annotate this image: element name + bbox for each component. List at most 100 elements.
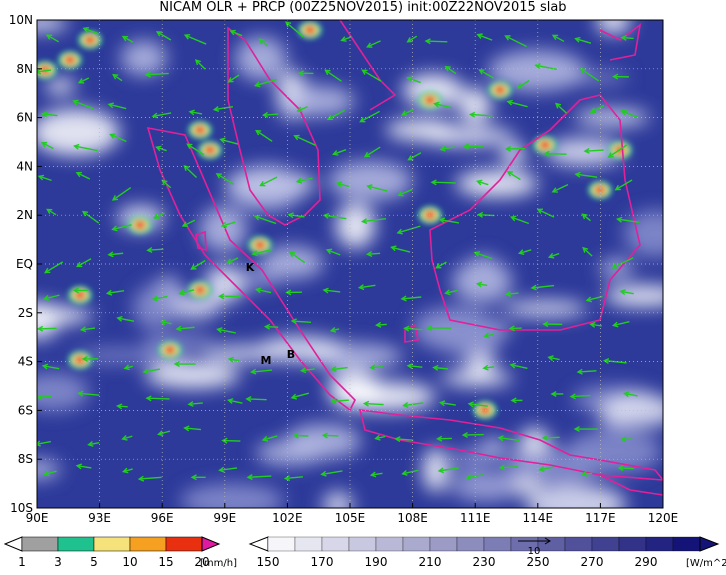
wind-arrow xyxy=(190,474,206,481)
wind-arrow xyxy=(292,432,309,439)
wind-arrow xyxy=(536,208,555,218)
legend-swatch xyxy=(456,536,485,552)
legend-swatch xyxy=(165,536,203,552)
wind-arrow xyxy=(151,295,168,302)
legend-swatch xyxy=(129,536,167,552)
wind-arrow xyxy=(218,466,238,473)
wind-arrow xyxy=(322,287,341,294)
wind-arrow xyxy=(369,471,383,478)
wind-arrow xyxy=(602,358,627,365)
wind-arrow xyxy=(467,401,488,408)
wind-arrow xyxy=(190,259,206,270)
wind-arrow xyxy=(517,249,532,256)
wind-arrow xyxy=(576,368,597,375)
wind-arrow xyxy=(504,35,527,48)
wind-vectors xyxy=(37,21,640,482)
legend-arrow xyxy=(3,536,23,552)
wind-arrow xyxy=(617,465,634,472)
cloud xyxy=(412,306,495,351)
wind-arrow xyxy=(439,145,455,152)
wind-arrow xyxy=(81,210,100,224)
cloud xyxy=(37,20,69,31)
wind-arrow xyxy=(438,217,460,224)
wind-arrow xyxy=(612,321,630,328)
lon-label: 105E xyxy=(335,511,366,525)
wind-arrow xyxy=(37,68,52,75)
wind-arrow xyxy=(288,251,306,264)
wind-arrow xyxy=(326,109,346,121)
legend-arrow xyxy=(699,536,720,552)
cloud xyxy=(526,484,627,508)
cloud xyxy=(37,305,93,325)
wind-arrow xyxy=(406,76,421,84)
wind-arrow xyxy=(620,109,639,119)
wind-arrow xyxy=(329,326,340,333)
wind-arrow xyxy=(516,80,530,89)
wind-arrow xyxy=(541,434,560,441)
wind-arrow xyxy=(620,436,633,443)
wind-arrow xyxy=(40,111,58,118)
wind-arrow xyxy=(403,325,423,332)
wind-arrow xyxy=(183,165,198,179)
wind-arrow xyxy=(123,364,134,371)
rain-cell xyxy=(40,66,50,74)
wind-arrow xyxy=(357,284,376,291)
wind-arrow xyxy=(246,474,272,481)
wind-arrow xyxy=(580,470,593,477)
wind-arrow xyxy=(475,281,488,288)
cloud xyxy=(199,206,248,252)
wind-arrow xyxy=(116,403,128,410)
wind-arrow xyxy=(45,34,60,43)
wind-arrow xyxy=(332,149,347,156)
legend-swatch xyxy=(672,536,701,552)
wind-arrow xyxy=(215,173,235,185)
wind-arrow xyxy=(407,152,422,161)
wind-arrow xyxy=(321,432,339,439)
cloud xyxy=(201,345,296,362)
wind-arrow xyxy=(75,171,91,180)
rain-cell xyxy=(65,56,75,64)
wind-arrow xyxy=(362,400,384,407)
cloud xyxy=(604,285,663,307)
wind-arrow xyxy=(530,284,555,291)
legend-swatch xyxy=(591,536,620,552)
wind-arrow xyxy=(220,221,236,228)
cloud xyxy=(458,88,492,123)
wind-arrow xyxy=(574,171,598,178)
wind-arrow xyxy=(324,69,342,82)
cloud xyxy=(440,370,513,386)
vector-reference-label: 10 xyxy=(528,546,541,557)
cloud xyxy=(322,491,353,508)
wind-arrow xyxy=(212,105,234,112)
wind-arrow xyxy=(142,368,160,375)
wind-arrow xyxy=(543,150,567,157)
wind-arrow xyxy=(43,470,57,477)
wind-arrow xyxy=(612,73,629,80)
wind-arrow xyxy=(73,143,98,152)
legend-swatch xyxy=(618,536,647,552)
legend-label: 3 xyxy=(54,555,62,569)
wind-arrow xyxy=(37,325,57,332)
cloud xyxy=(574,108,650,126)
wind-arrow xyxy=(218,293,241,300)
wind-arrow xyxy=(216,327,236,334)
wind-arrow xyxy=(40,141,54,150)
wind-arrow xyxy=(145,395,170,402)
wind-arrow xyxy=(425,325,451,332)
wind-arrow xyxy=(42,294,60,301)
cloud xyxy=(385,119,457,141)
wind-arrow xyxy=(107,251,124,258)
wind-arrow xyxy=(221,437,241,444)
cloud xyxy=(544,138,624,166)
wind-arrow xyxy=(37,440,51,447)
wind-arrow xyxy=(611,257,634,269)
wind-arrow xyxy=(261,435,278,442)
rain-cell xyxy=(595,186,605,194)
wind-arrow xyxy=(263,323,279,330)
wind-arrow xyxy=(430,179,456,186)
rain-cell xyxy=(195,286,205,294)
wind-arrow xyxy=(155,31,172,41)
lat-label: 4S xyxy=(18,355,33,369)
wind-arrow xyxy=(607,144,628,158)
